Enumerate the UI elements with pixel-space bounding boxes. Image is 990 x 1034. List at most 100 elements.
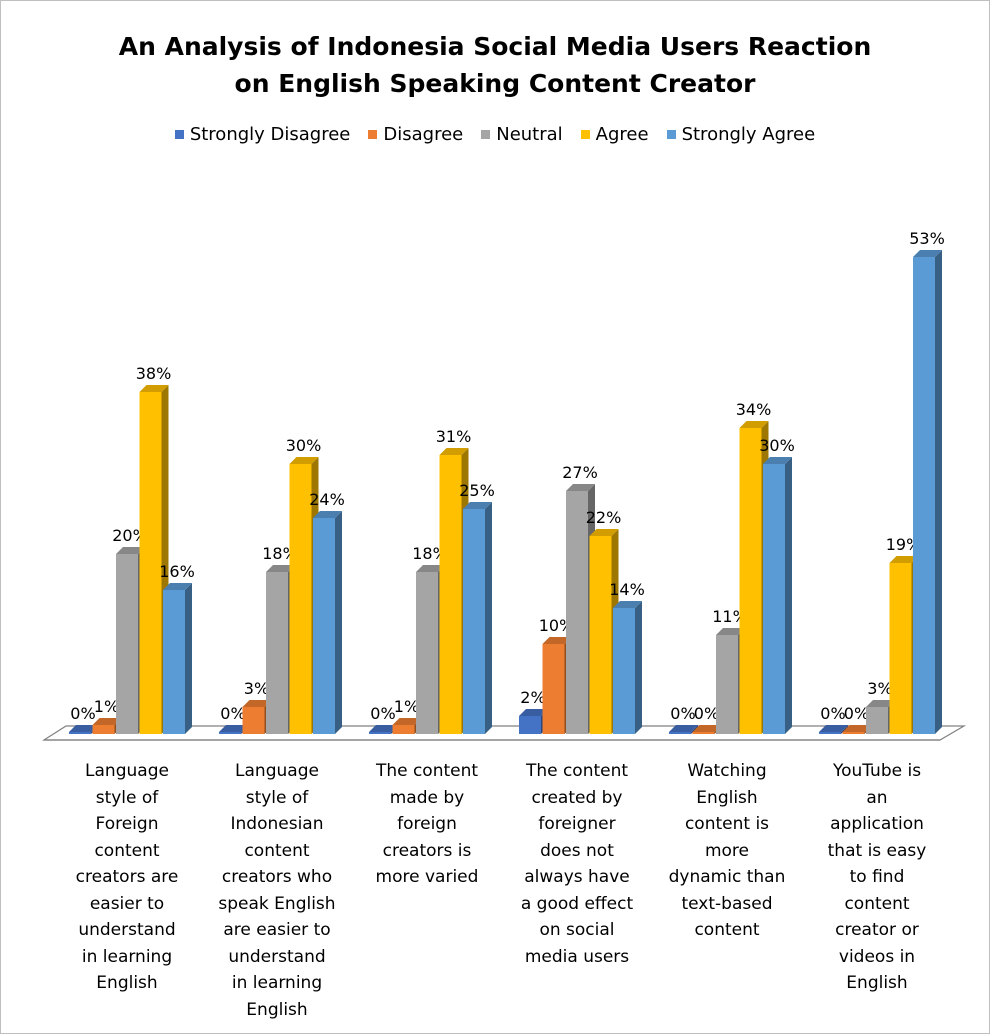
x-tick-label-line: Indonesian (230, 814, 324, 834)
chart-title-line-2: on English Speaking Content Creator (234, 69, 756, 98)
bar-side (185, 583, 192, 734)
x-tick-label-line: created by (531, 787, 623, 808)
bar-side (785, 457, 792, 734)
x-tick-label-line: creators is (382, 840, 472, 861)
bar (439, 455, 462, 734)
data-label: 0% (220, 704, 245, 723)
x-tick-label-line: always have (524, 867, 630, 887)
chart-title: An Analysis of Indonesia Social Media Us… (0, 28, 990, 102)
x-tick-label-line: made by (389, 787, 465, 808)
data-label: 2% (520, 688, 545, 707)
x-tick-label-line: creator or (835, 920, 919, 940)
x-tick-label-line: that is easy (827, 840, 927, 861)
bar-top (116, 547, 145, 554)
legend-item-strongly-disagree: Strongly Disagree (174, 124, 350, 145)
bar-side (635, 601, 642, 734)
x-tick-label-line: style of (245, 787, 309, 808)
bar-side (485, 502, 492, 734)
bar (289, 464, 312, 734)
x-tick-label: Watching English content is more dynamic tha… (657, 758, 797, 944)
data-label: 18% (262, 544, 298, 563)
legend-swatch (481, 130, 491, 139)
x-tick-label: Language style of Foreign content creators a… (57, 758, 197, 997)
x-tick-label-line: text-based (681, 893, 773, 914)
data-label: 31% (436, 427, 472, 446)
bar-top (716, 628, 745, 635)
data-label: 27% (562, 463, 598, 482)
data-label: 30% (286, 436, 322, 455)
x-tick-label-line: Language (235, 761, 319, 781)
x-tick-label-line: Watching (687, 761, 767, 781)
legend-label: Neutral (496, 124, 563, 145)
x-tick-label-line: English (96, 973, 158, 993)
bar (763, 464, 785, 734)
data-label: 38% (136, 364, 172, 383)
bar (92, 725, 115, 734)
bar (69, 732, 91, 734)
bar (889, 563, 912, 734)
data-label: 24% (309, 490, 345, 509)
bar-top (392, 718, 422, 725)
bar (669, 732, 691, 734)
bar (392, 725, 415, 734)
x-tick-label: YouTube is an application that is easy to fi… (807, 758, 947, 997)
x-tick-label-line: an (866, 787, 888, 808)
x-tick-label-line: understand (228, 946, 326, 967)
bar-top (219, 725, 248, 732)
x-tick-label-line: a good effect (520, 893, 634, 914)
bar (219, 732, 241, 734)
bar (739, 428, 762, 734)
legend-label: Agree (595, 124, 649, 145)
x-tick-label-line: does not (540, 840, 614, 861)
x-tick-label-line: The content (375, 761, 479, 781)
bar (613, 608, 635, 734)
data-label: 0% (670, 704, 695, 723)
x-tick-label-line: easier to (89, 893, 165, 914)
bar-top (692, 725, 722, 732)
bar (819, 732, 841, 734)
bar-top (266, 565, 295, 572)
data-label: 10% (539, 616, 575, 635)
legend-label: Strongly Agree (681, 124, 816, 145)
bar-side (935, 250, 942, 734)
legend-item-disagree: Disagree (368, 124, 463, 145)
x-tick-label-line: English (696, 787, 758, 808)
x-tick-label-line: Language (85, 761, 169, 781)
data-label: 0% (694, 704, 719, 723)
x-tick-label-line: in learning (231, 973, 323, 993)
bar (313, 518, 335, 734)
bar-top (416, 565, 445, 572)
x-tick-label-line: creators who (221, 867, 333, 887)
data-label: 19% (886, 535, 922, 554)
x-tick-label-line: foreign (397, 814, 457, 834)
x-tick-label-line: to find (849, 867, 905, 887)
bar (369, 732, 391, 734)
x-tick-label-line: speak English (218, 893, 336, 914)
x-tick-label-line: content (694, 920, 760, 940)
data-label: 3% (867, 679, 892, 698)
legend-item-neutral: Neutral (481, 124, 563, 145)
x-tick-label-line: foreigner (538, 814, 616, 834)
bar (913, 257, 935, 734)
bar (416, 572, 438, 734)
x-tick-label-line: application (830, 814, 924, 834)
bar (163, 590, 185, 734)
bar (139, 392, 162, 734)
bar-top (763, 457, 792, 464)
data-label: 53% (909, 229, 945, 248)
bar (842, 732, 865, 734)
bar-top (866, 700, 895, 707)
x-tick-label-line: content is (684, 814, 770, 834)
bar-top (69, 725, 98, 732)
legend-swatch (580, 130, 590, 139)
bar-top (242, 700, 272, 707)
x-tick-label-line: understand (78, 920, 176, 940)
bar (463, 509, 485, 734)
bar-top (566, 484, 595, 491)
data-label: 0% (370, 704, 395, 723)
data-label: 0% (820, 704, 845, 723)
bar-top (439, 448, 469, 455)
bar-top (313, 511, 342, 518)
bar (242, 707, 265, 734)
bar-top (613, 601, 642, 608)
